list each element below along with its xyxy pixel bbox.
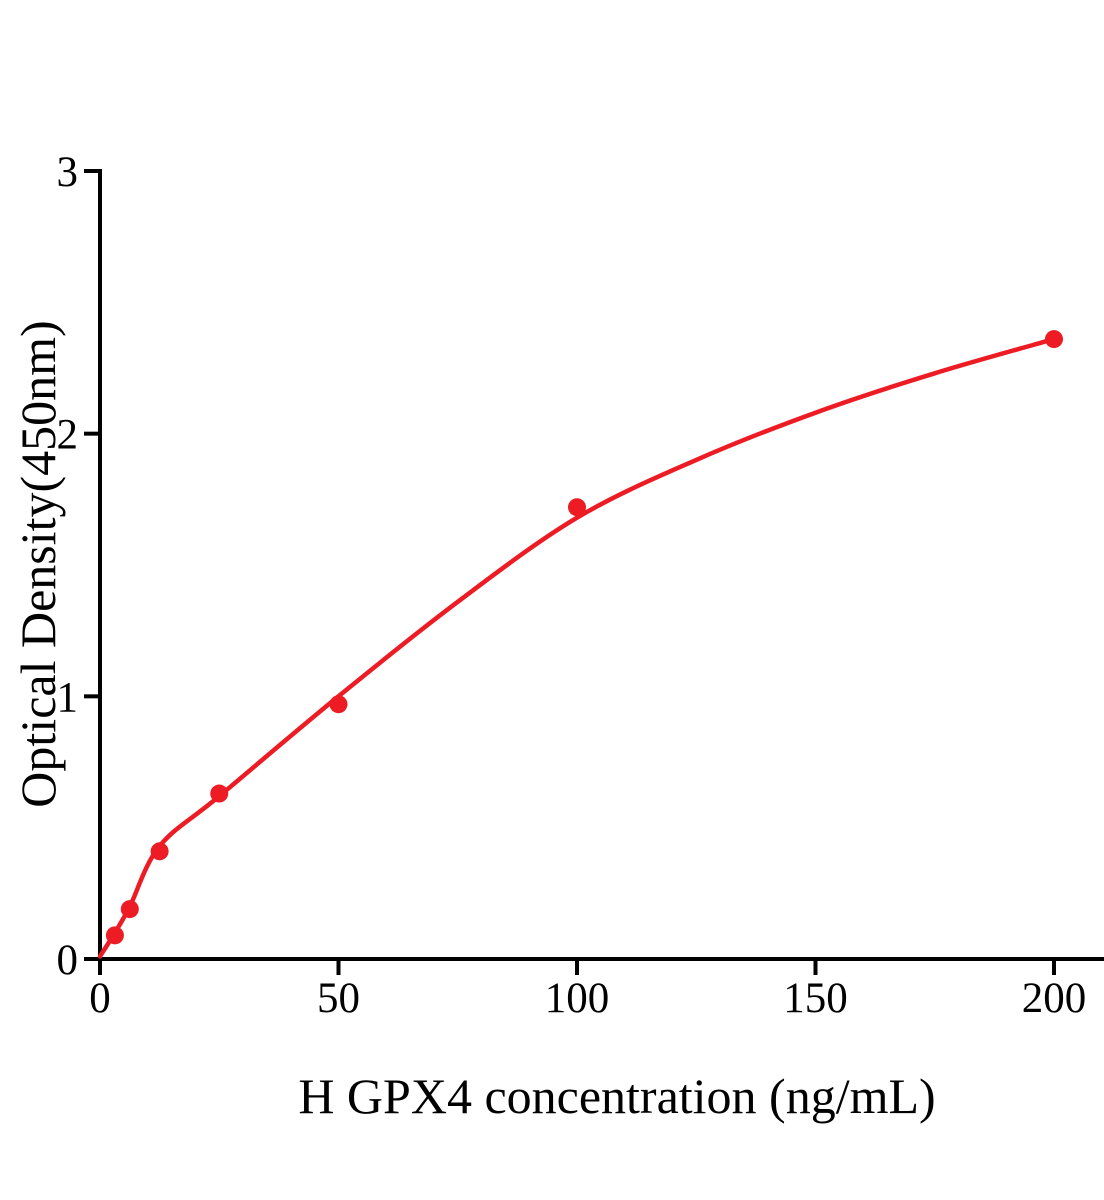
x-tick-label: 150 [783,975,848,1022]
y-tick-label: 3 [57,149,79,196]
y-axis-title: Optical Density(450nm) [10,320,66,808]
y-tick-label: 1 [57,674,79,721]
data-point [105,926,124,945]
y-tick-label: 2 [57,412,79,459]
data-point [120,900,139,919]
x-tick-label: 200 [1022,975,1087,1022]
data-point [1045,330,1063,349]
x-tick-label: 100 [545,975,610,1022]
fit-curve [97,336,1057,959]
y-tick-label: 0 [57,937,79,984]
data-point [568,498,586,517]
x-axis-title: H GPX4 concentration (ng/mL) [298,1068,936,1124]
x-tick-label: 50 [317,975,360,1022]
data-point [329,695,348,714]
x-tick-label: 0 [89,975,111,1022]
data-point [210,784,229,803]
data-point [150,842,169,861]
